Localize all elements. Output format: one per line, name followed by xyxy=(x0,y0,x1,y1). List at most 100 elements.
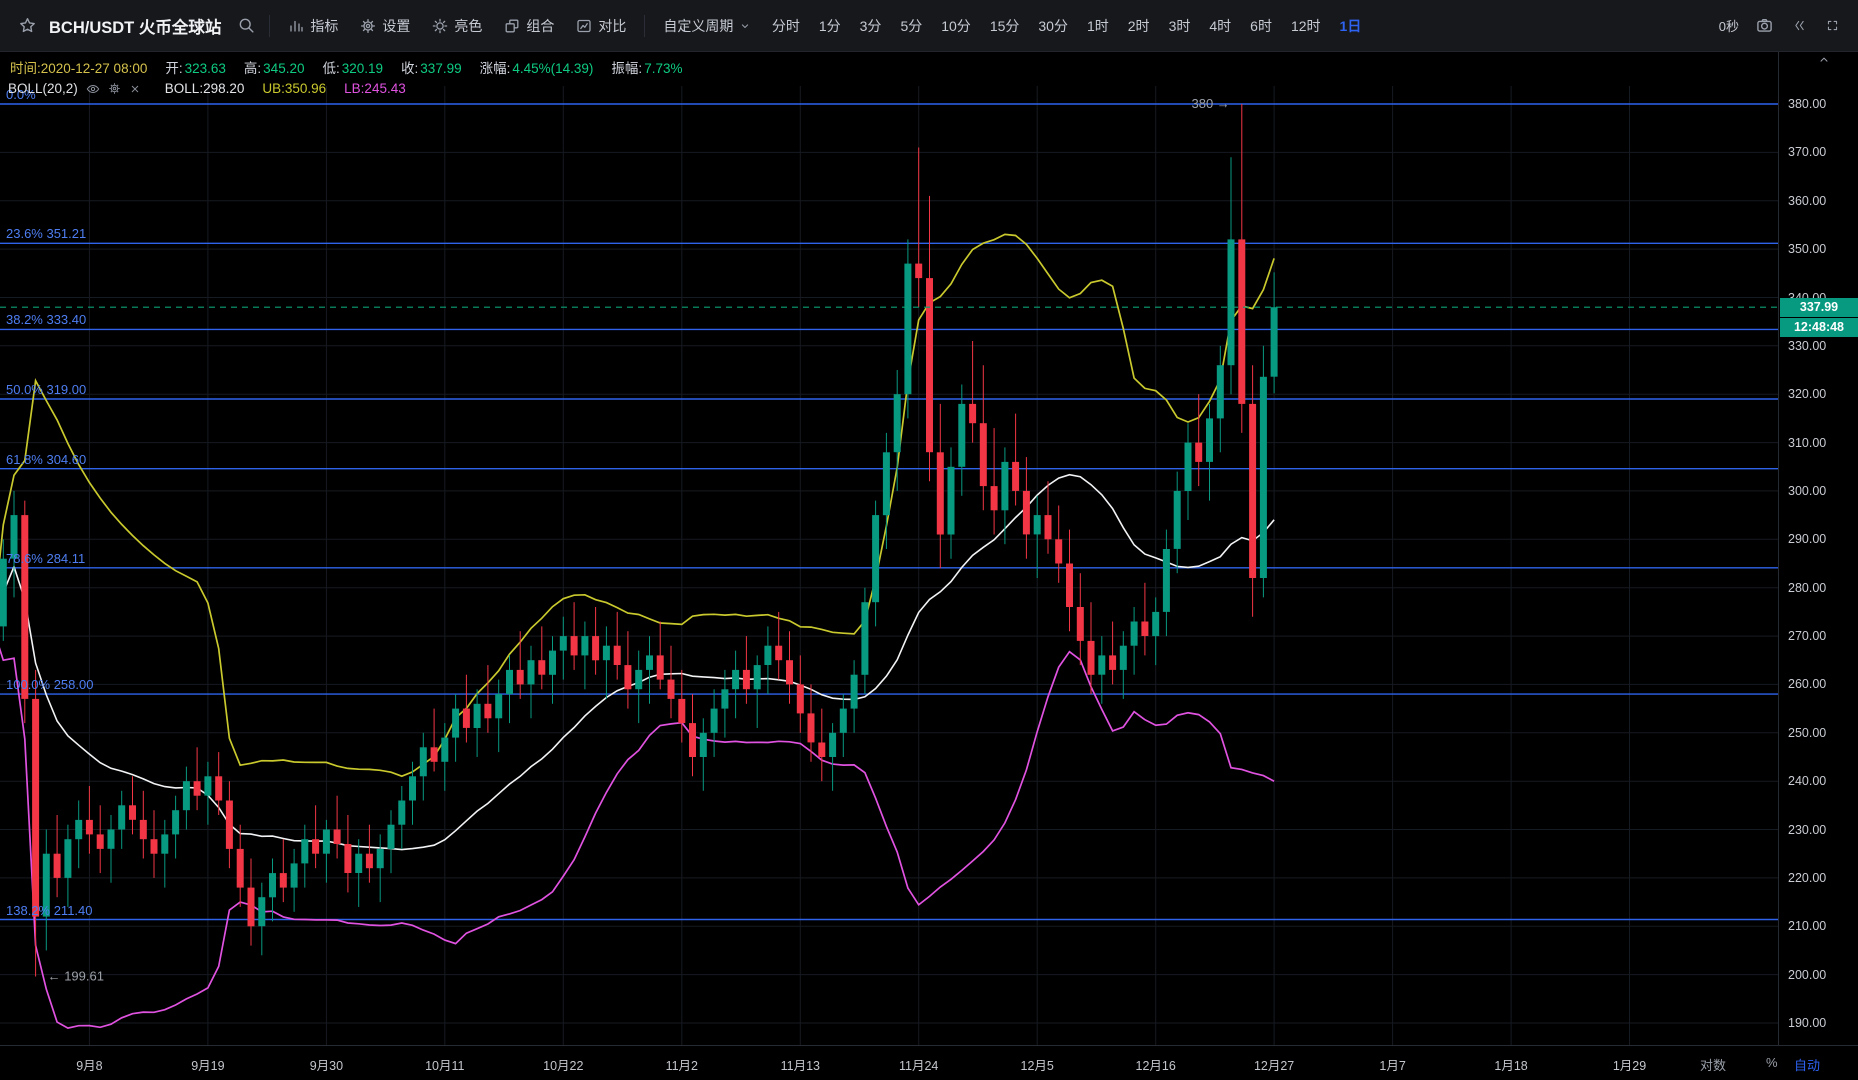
timeframe-3时[interactable]: 3时 xyxy=(1168,17,1191,34)
ohlc-info-bar: 时间:2020-12-27 08:00 开: 323.63 高: 345.20 低:… xyxy=(10,57,682,77)
high-value: 345.20 xyxy=(263,61,305,76)
eye-icon[interactable] xyxy=(86,82,100,96)
indicator-settings-gear-icon[interactable] xyxy=(108,82,121,95)
boll-lb-value: LB:245.43 xyxy=(344,81,406,96)
indicators-button[interactable]: 指标 xyxy=(277,0,349,51)
price-tick-label: 330.00 xyxy=(1788,338,1827,353)
time-tick-label: 12月16 xyxy=(1135,1059,1176,1073)
last-price-badge: 337.99 xyxy=(1780,297,1858,317)
symbol-search-icon[interactable] xyxy=(231,12,262,39)
indicator-name[interactable]: BOLL(20,2) xyxy=(8,81,78,96)
chevron-down-icon xyxy=(742,23,749,28)
timeframe-group: 分时 1分 3分 5分 10分 15分 30分 1时 2时 3时 4时 6时 12时 1日 xyxy=(762,16,1370,36)
price-annotations: 380 → ← 199.61 xyxy=(48,96,1230,984)
compare-button[interactable]: 对比 xyxy=(565,0,637,51)
timeframe-3分[interactable]: 3分 xyxy=(859,17,882,34)
price-tick-label: 360.00 xyxy=(1788,193,1827,208)
gear-icon xyxy=(361,18,376,33)
timeframe-2时[interactable]: 2时 xyxy=(1127,17,1150,34)
time-tick-label: 1月18 xyxy=(1494,1059,1528,1073)
time-tick-label: 9月8 xyxy=(76,1059,103,1073)
price-tick-label: 230.00 xyxy=(1788,822,1827,837)
settings-label: 设置 xyxy=(382,17,411,34)
fib-level-label: 0.0% xyxy=(6,87,36,102)
grid-lines xyxy=(0,86,1778,1045)
time-tick-label: 10月22 xyxy=(543,1059,584,1073)
time-axis[interactable]: 9月8 9月19 9月30 10月11 10月22 11月2 11月13 11月24 12月5 1… xyxy=(0,1045,1858,1080)
price-tick-label: 240.00 xyxy=(1788,774,1827,789)
percent-scale-toggle[interactable]: % xyxy=(1766,1055,1778,1070)
log-scale-toggle[interactable]: 对数 xyxy=(1700,1058,1727,1073)
candle-countdown-badge: 12:48:48 xyxy=(1780,317,1858,337)
amplitude-value: 7.73% xyxy=(644,61,683,76)
price-tick-label: 300.00 xyxy=(1788,483,1827,498)
fullscreen-icon[interactable] xyxy=(1819,14,1846,37)
price-tick-label: 250.00 xyxy=(1788,725,1827,740)
time-tick-label: 11月24 xyxy=(898,1059,939,1073)
fib-level-label: 100.0% 258.00 xyxy=(6,677,94,693)
toolbar-right-group: 0秒 xyxy=(1719,12,1846,39)
fib-level-label: 78.6% 284.11 xyxy=(6,550,86,566)
fib-level-label: 61.8% 304.60 xyxy=(6,451,87,467)
high-label: 高: xyxy=(243,61,262,76)
fib-level-label: 38.2% 333.40 xyxy=(6,312,87,328)
toolbar-divider xyxy=(269,14,271,37)
price-tick-label: 350.00 xyxy=(1788,242,1827,257)
timeframe-10分[interactable]: 10分 xyxy=(941,17,971,34)
timeframe-1日[interactable]: 1日 xyxy=(1339,17,1362,34)
timeframe-30分[interactable]: 30分 xyxy=(1038,17,1068,34)
auto-scale-toggle[interactable]: 自动 xyxy=(1794,1058,1821,1073)
timeframe-6时[interactable]: 6时 xyxy=(1250,17,1272,34)
price-axis[interactable]: 380.00370.00360.00350.00340.00330.00320.… xyxy=(1778,52,1858,1045)
custom-period-label: 自定义周期 xyxy=(663,17,734,34)
collapse-toolbar-chevron-icon[interactable] xyxy=(1818,54,1830,69)
time-tick-label: 1月29 xyxy=(1612,1059,1647,1073)
toolbar-divider xyxy=(644,14,646,37)
timeframe-5分[interactable]: 5分 xyxy=(900,17,923,34)
time-tick-label: 9月30 xyxy=(309,1059,344,1073)
change-label: 涨幅: xyxy=(479,61,511,76)
timeframe-15分[interactable]: 15分 xyxy=(989,17,1020,34)
time-tick-label: 1月7 xyxy=(1379,1059,1406,1073)
price-tick-label: 310.00 xyxy=(1788,435,1827,450)
timeframe-分时[interactable]: 分时 xyxy=(771,17,800,34)
favorite-star-icon[interactable] xyxy=(12,12,43,39)
change-value: 4.45%(14.39) xyxy=(512,61,594,76)
high-field: 高: 345.20 xyxy=(244,57,305,77)
custom-period-button[interactable]: 自定义周期 xyxy=(652,0,762,51)
timeframe-1分[interactable]: 1分 xyxy=(818,17,841,34)
collapse-panel-icon[interactable] xyxy=(1786,14,1813,37)
change-field: 涨幅: 4.45%(14.39) xyxy=(480,57,594,77)
candle-time: 时间:2020-12-27 08:00 xyxy=(10,61,148,76)
timeframe-1时[interactable]: 1时 xyxy=(1086,17,1109,34)
compare-chart-icon xyxy=(577,19,591,32)
fib-level-label: 138.2% 211.40 xyxy=(6,902,93,918)
sun-icon xyxy=(433,18,448,33)
layout-button[interactable]: 组合 xyxy=(493,0,565,51)
time-tick-label: 9月19 xyxy=(191,1059,225,1073)
svg-text:380 →: 380 → xyxy=(1191,96,1229,111)
close-value: 337.99 xyxy=(420,61,462,76)
price-tick-label: 190.00 xyxy=(1788,1016,1827,1030)
price-tick-label: 220.00 xyxy=(1788,870,1827,885)
screenshot-camera-icon[interactable] xyxy=(1749,12,1780,39)
theme-toggle-button[interactable]: 亮色 xyxy=(421,0,493,51)
overlap-squares-icon xyxy=(505,19,519,32)
indicator-legend: BOLL(20,2) BOLL:298.20 UB:350.96 LB:245.… xyxy=(8,81,406,96)
symbol-title[interactable]: BCH/USDT 火币全球站 xyxy=(49,18,222,37)
time-tick-label: 10月11 xyxy=(425,1059,465,1073)
close-field: 收: 337.99 xyxy=(401,57,462,77)
remove-indicator-close-icon[interactable] xyxy=(129,83,141,95)
fib-level-label: 50.0% 319.00 xyxy=(6,382,87,397)
amplitude-label: 振幅: xyxy=(611,61,643,76)
price-tick-label: 370.00 xyxy=(1788,145,1827,160)
timeframe-12时[interactable]: 12时 xyxy=(1290,17,1321,34)
bar-chart-icon xyxy=(290,20,303,32)
low-field: 低: 320.19 xyxy=(322,57,383,77)
price-tick-label: 320.00 xyxy=(1788,387,1827,402)
timeframe-4时[interactable]: 4时 xyxy=(1209,17,1232,34)
settings-button[interactable]: 设置 xyxy=(349,0,421,51)
low-label: 低: xyxy=(322,61,340,76)
